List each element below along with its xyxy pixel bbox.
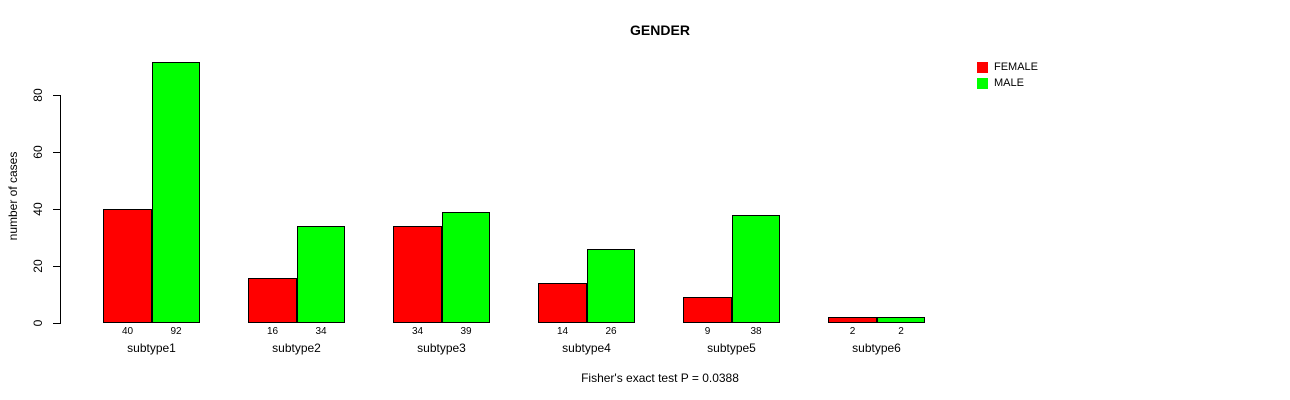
bar-value-label-male-subtype6: 2: [898, 326, 904, 337]
x-axis-category-label-subtype3: subtype3: [417, 341, 466, 355]
bar-value-label-male-subtype4: 26: [605, 326, 617, 337]
y-axis-tick: [53, 152, 60, 153]
legend: FEMALE MALE: [977, 61, 1038, 93]
bar-value-label-female-subtype3: 34: [411, 326, 424, 337]
bar-male-subtype5: [732, 215, 780, 323]
chart-title: GENDER: [630, 22, 690, 38]
legend-swatch-female: [977, 61, 988, 73]
legend-item-male: MALE: [977, 77, 1038, 89]
bar-male-subtype2: [297, 226, 345, 323]
x-axis-category-label-subtype6: subtype6: [852, 341, 901, 355]
bar-value-label-female-subtype5: 9: [704, 326, 711, 337]
y-axis-tick-label: 80: [31, 88, 45, 102]
y-axis-title: number of cases: [6, 151, 20, 241]
bar-value-label-female-subtype1: 40: [121, 326, 134, 337]
y-axis-tick: [53, 209, 60, 210]
bar-male-subtype3: [442, 212, 490, 323]
bar-value-label-male-subtype5: 38: [750, 326, 762, 337]
bar-value-label-female-subtype4: 14: [556, 326, 569, 337]
legend-swatch-male: [977, 77, 988, 89]
bar-female-subtype1: [103, 209, 152, 323]
y-axis-tick-label: 60: [31, 145, 45, 159]
y-axis-tick: [53, 266, 60, 267]
y-axis-tick-label: 0: [31, 319, 45, 327]
caption-text: Fisher's exact test P = 0.0388: [581, 371, 739, 385]
bar-value-label-male-subtype2: 34: [315, 326, 327, 337]
legend-label-female: FEMALE: [994, 61, 1039, 73]
bar-value-label-female-subtype2: 16: [266, 326, 279, 337]
y-axis-tick-label: 20: [31, 259, 45, 273]
x-axis-category-label-subtype4: subtype4: [562, 341, 611, 355]
bar-female-subtype5: [683, 297, 732, 323]
bar-female-subtype4: [538, 283, 587, 323]
x-axis-category-label-subtype2: subtype2: [272, 341, 321, 355]
legend-item-female: FEMALE: [977, 61, 1038, 73]
bar-male-subtype1: [152, 62, 200, 323]
y-axis-line: [60, 95, 61, 324]
bar-male-subtype6: [877, 317, 925, 323]
bar-female-subtype6: [828, 317, 877, 323]
bar-male-subtype4: [587, 249, 635, 323]
bar-value-label-male-subtype1: 92: [170, 326, 182, 337]
x-axis-category-label-subtype1: subtype1: [127, 341, 176, 355]
bar-value-label-female-subtype6: 2: [849, 326, 856, 337]
bar-female-subtype3: [393, 226, 442, 323]
bar-female-subtype2: [248, 278, 297, 323]
legend-label-male: MALE: [994, 77, 1024, 89]
y-axis-tick: [53, 95, 60, 96]
x-axis-category-label-subtype5: subtype5: [707, 341, 756, 355]
bar-value-label-male-subtype3: 39: [460, 326, 472, 337]
y-axis-tick: [53, 323, 60, 324]
y-axis-tick-label: 40: [31, 202, 45, 216]
